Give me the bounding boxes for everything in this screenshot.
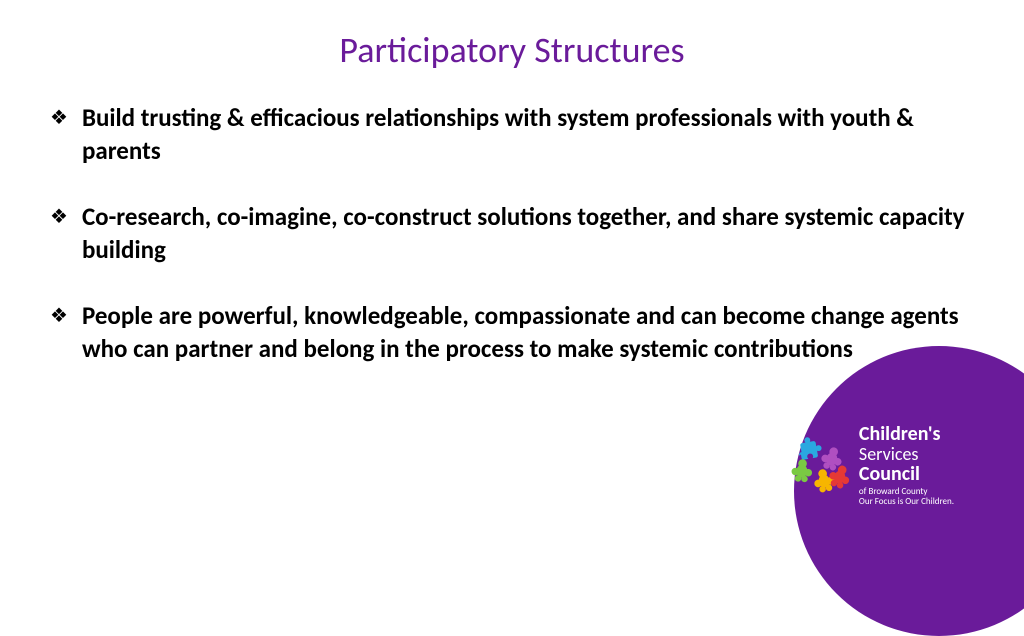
bullet-text: Build trusting & efficacious relationshi… <box>82 102 974 167</box>
logo-line: Our Focus is Our Children. <box>859 497 954 506</box>
bullet-text: Co-research, co-imagine, co-construct so… <box>82 201 974 266</box>
logo-puzzle-icon <box>789 435 849 495</box>
slide-title: Participatory Structures <box>0 0 1024 82</box>
logo-text: Children's Services Council of Broward C… <box>859 424 954 506</box>
logo-line: Council <box>859 464 954 485</box>
bullet-list: ❖ Build trusting & efficacious relations… <box>0 82 1024 365</box>
list-item: ❖ Co-research, co-imagine, co-construct … <box>50 201 974 266</box>
diamond-bullet-icon: ❖ <box>50 303 68 328</box>
bullet-text: People are powerful, knowledgeable, comp… <box>82 300 974 365</box>
list-item: ❖ Build trusting & efficacious relations… <box>50 102 974 167</box>
logo-line: Children's <box>859 424 954 445</box>
diamond-bullet-icon: ❖ <box>50 204 68 229</box>
diamond-bullet-icon: ❖ <box>50 105 68 130</box>
logo: Children's Services Council of Broward C… <box>789 424 954 506</box>
list-item: ❖ People are powerful, knowledgeable, co… <box>50 300 974 365</box>
